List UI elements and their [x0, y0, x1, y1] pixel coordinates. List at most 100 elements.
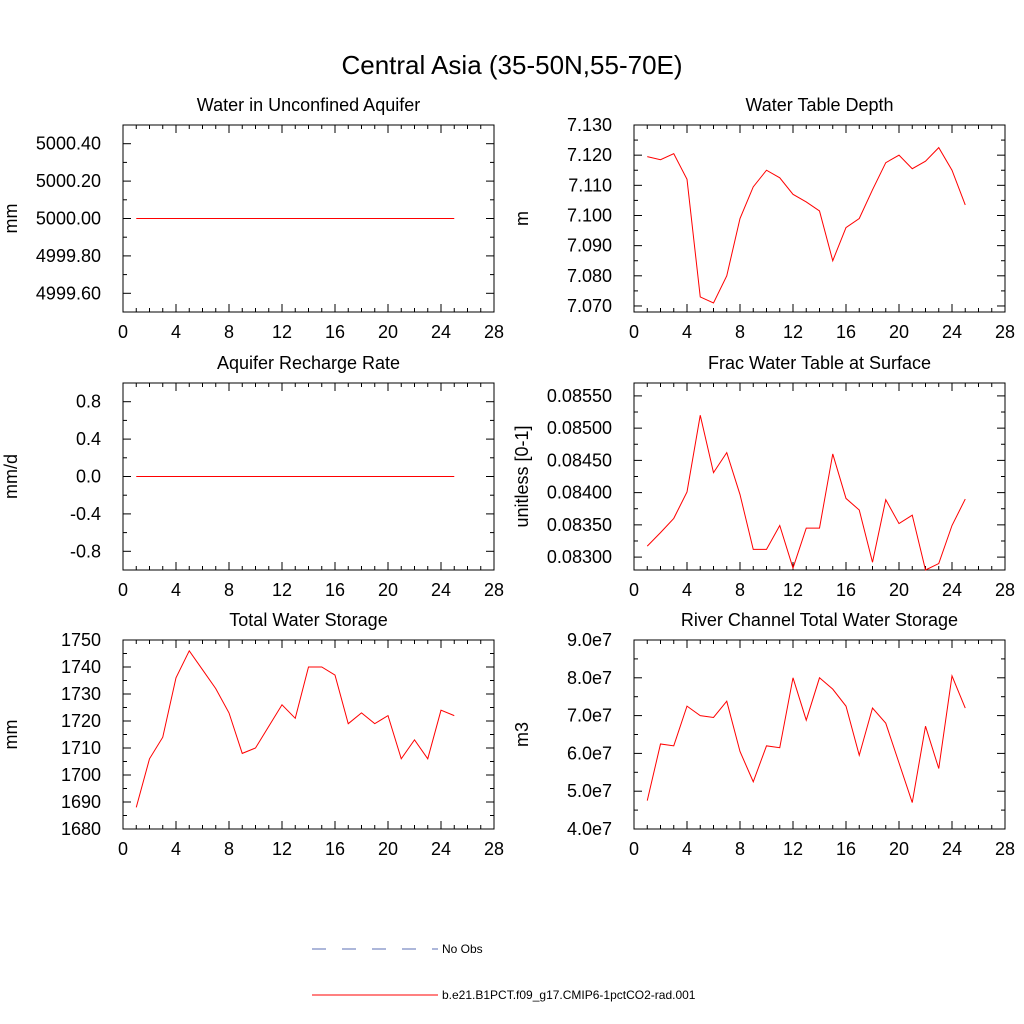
y-tick-label: 1740: [61, 657, 101, 677]
x-tick-label: 16: [325, 839, 345, 859]
y-tick-label: -0.8: [70, 541, 101, 561]
panel-title: Water Table Depth: [745, 95, 893, 115]
y-tick-label: 7.090: [567, 236, 612, 256]
x-tick-label: 24: [431, 580, 451, 600]
y-tick-label: 7.130: [567, 115, 612, 135]
y-tick-label: 0.08400: [547, 483, 612, 503]
y-tick-label: 0.4: [76, 429, 101, 449]
y-tick-label: 5000.20: [36, 171, 101, 191]
x-tick-label: 24: [431, 839, 451, 859]
y-tick-label: 7.100: [567, 205, 612, 225]
y-tick-label: 7.110: [568, 175, 612, 195]
legend-label-model: b.e21.B1PCT.f09_g17.CMIP6-1pctCO2-rad.00…: [442, 988, 696, 1002]
x-tick-label: 12: [272, 322, 292, 342]
y-tick-label: 7.120: [567, 145, 612, 165]
x-tick-label: 20: [889, 322, 909, 342]
series-line: [646, 674, 966, 803]
y-tick-label: 5000.00: [36, 209, 101, 229]
x-tick-label: 28: [484, 322, 504, 342]
y-tick-label: 0.8: [76, 392, 101, 412]
x-tick-label: 24: [942, 839, 962, 859]
x-tick-label: 20: [378, 322, 398, 342]
x-tick-label: 24: [942, 580, 962, 600]
y-axis-label: unitless [0-1]: [512, 425, 532, 527]
series-line: [135, 649, 455, 808]
panel-title: Frac Water Table at Surface: [708, 353, 931, 373]
panel-title: Water in Unconfined Aquifer: [197, 95, 420, 115]
y-tick-label: 0.08350: [547, 515, 612, 535]
y-tick-label: 0.08500: [547, 418, 612, 438]
y-tick-label: 1700: [61, 765, 101, 785]
chart-panel-3: Aquifer Recharge Rate mm/d 0 4 8 12 16 20 24 28 -0…: [1, 353, 504, 600]
x-tick-label: 8: [735, 839, 745, 859]
x-tick-label: 0: [118, 839, 128, 859]
panel-title: River Channel Total Water Storage: [681, 610, 958, 630]
y-tick-label: 7.070: [567, 296, 612, 316]
y-tick-label: 6.0e7: [567, 743, 612, 763]
chart-panel-2: Water Table Depth m 0 4 8 12 16 20 24 28 7.070 7.08…: [512, 95, 1015, 342]
y-tick-label: 5.0e7: [567, 781, 612, 801]
x-tick-label: 8: [224, 322, 234, 342]
y-tick-label: 0.08450: [547, 450, 612, 470]
x-tick-label: 20: [378, 580, 398, 600]
x-tick-label: 12: [783, 322, 803, 342]
x-tick-label: 16: [836, 839, 856, 859]
panels: Water in Unconfined Aquifer mm 0 4 8 12 16 20 24…: [1, 95, 1015, 859]
x-tick-label: 0: [118, 322, 128, 342]
plot-frame: [633, 124, 1006, 313]
x-tick-label: 28: [995, 839, 1015, 859]
x-tick-label: 16: [836, 322, 856, 342]
x-tick-label: 0: [629, 580, 639, 600]
x-tick-label: 20: [889, 580, 909, 600]
x-tick-label: 16: [325, 322, 345, 342]
x-tick-label: 12: [783, 580, 803, 600]
x-tick-label: 8: [224, 839, 234, 859]
panel-title: Aquifer Recharge Rate: [217, 353, 400, 373]
y-tick-label: 1750: [61, 630, 101, 650]
y-axis-label: m3: [512, 722, 532, 747]
x-tick-label: 28: [995, 322, 1015, 342]
y-tick-label: 1690: [61, 792, 101, 812]
y-tick-label: 9.0e7: [567, 630, 612, 650]
y-axis-label: m: [512, 211, 532, 226]
x-tick-label: 28: [484, 580, 504, 600]
x-tick-label: 20: [378, 839, 398, 859]
y-tick-label: 1720: [61, 711, 101, 731]
y-axis-label: mm: [1, 720, 21, 750]
x-tick-label: 8: [224, 580, 234, 600]
x-tick-label: 4: [682, 322, 692, 342]
x-tick-label: 8: [735, 580, 745, 600]
y-tick-label: 7.0e7: [567, 706, 612, 726]
chart-panel-6: River Channel Total Water Storage m3 0 4 8 12…: [512, 610, 1015, 859]
plot-frame: [633, 639, 1006, 830]
y-tick-label: 4999.60: [36, 283, 101, 303]
x-tick-label: 12: [272, 839, 292, 859]
x-tick-label: 24: [431, 322, 451, 342]
x-tick-label: 28: [484, 839, 504, 859]
x-tick-label: 0: [629, 322, 639, 342]
y-tick-label: -0.4: [70, 504, 101, 524]
y-tick-label: 4.0e7: [567, 819, 612, 839]
x-tick-label: 16: [325, 580, 345, 600]
x-tick-label: 24: [942, 322, 962, 342]
y-tick-label: 0.08300: [547, 547, 612, 567]
y-tick-label: 0.0: [76, 467, 101, 487]
y-tick-label: 4999.80: [36, 246, 101, 266]
panel-title: Total Water Storage: [229, 610, 387, 630]
y-tick-label: 5000.40: [36, 134, 101, 154]
legend: No Obs b.e21.B1PCT.f09_g17.CMIP6-1pctCO2…: [312, 942, 696, 1002]
x-tick-label: 12: [272, 580, 292, 600]
x-tick-label: 4: [171, 839, 181, 859]
x-tick-label: 4: [171, 580, 181, 600]
legend-label-obs: No Obs: [442, 942, 483, 956]
x-tick-label: 0: [118, 580, 128, 600]
y-tick-label: 1710: [61, 738, 101, 758]
x-tick-label: 8: [735, 322, 745, 342]
y-tick-label: 0.08550: [547, 386, 612, 406]
series-line: [647, 146, 966, 304]
x-tick-label: 4: [682, 839, 692, 859]
y-tick-label: 1730: [61, 684, 101, 704]
x-tick-label: 4: [171, 322, 181, 342]
y-tick-label: 8.0e7: [567, 668, 612, 688]
